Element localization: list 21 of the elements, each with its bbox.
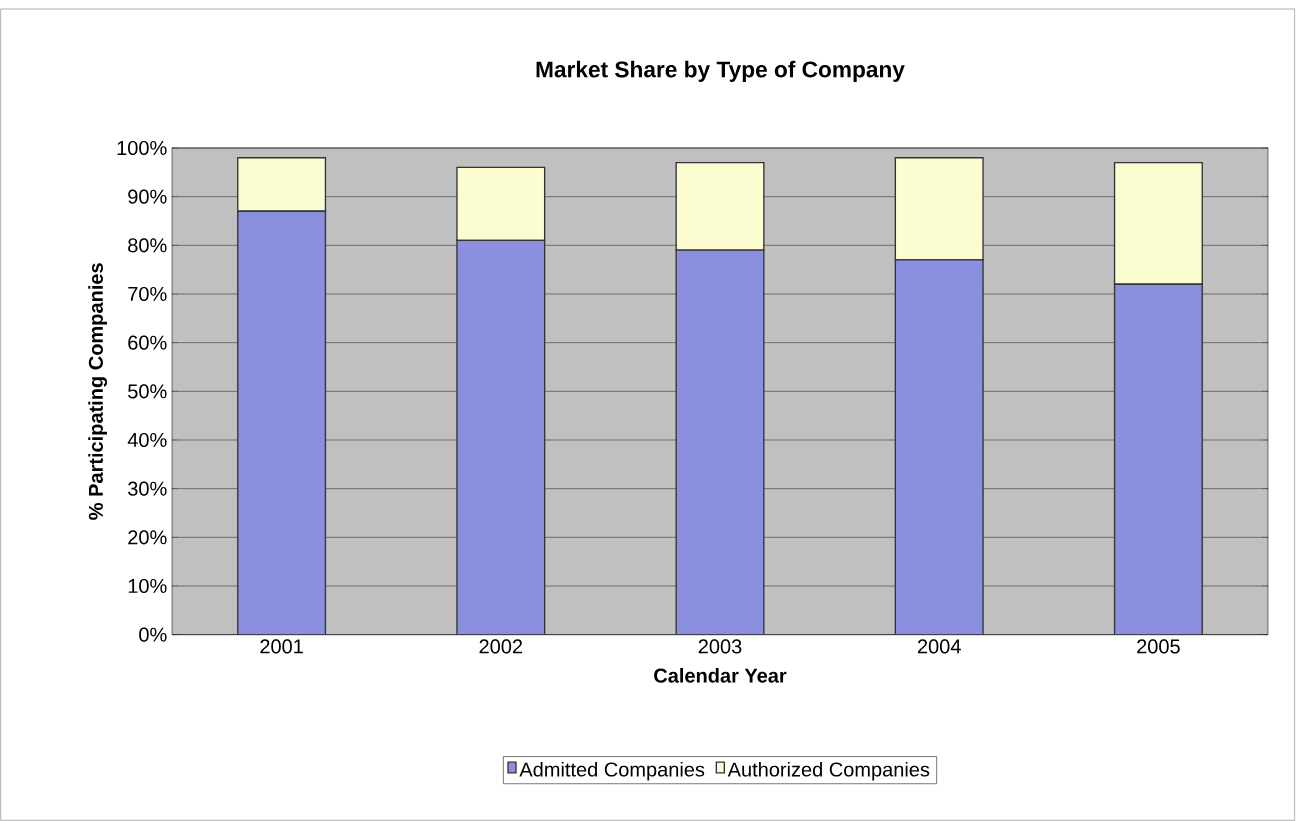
chart-title: Market Share by Type of Company <box>536 60 905 82</box>
y-tick-label: 40% <box>127 432 167 448</box>
x-tick-label: 2005 <box>1137 639 1180 654</box>
y-tick-label: 10% <box>128 578 167 594</box>
x-tick-label: 2002 <box>479 639 523 654</box>
y-tick-label: 20% <box>128 530 167 545</box>
x-tick-label: 2004 <box>917 639 961 654</box>
y-tick-label: 60% <box>128 335 167 350</box>
y-tick-label: 100% <box>117 140 167 156</box>
legend-label: Admitted Companies <box>519 761 705 781</box>
y-tick-label: 90% <box>128 189 167 204</box>
y-tick-label: 30% <box>128 481 167 496</box>
y-tick-label: 70% <box>128 286 167 302</box>
x-tick-label: 2003 <box>698 639 742 654</box>
x-tick-label: 2001 <box>260 639 303 654</box>
y-axis-title: % Participating Companies <box>88 263 107 520</box>
y-tick-label: 0% <box>139 627 167 642</box>
y-tick-label: 80% <box>128 238 167 253</box>
x-axis-title: Calendar Year <box>654 668 787 683</box>
legend-label: Authorized Companies <box>727 761 930 781</box>
y-tick-label: 50% <box>128 384 167 399</box>
